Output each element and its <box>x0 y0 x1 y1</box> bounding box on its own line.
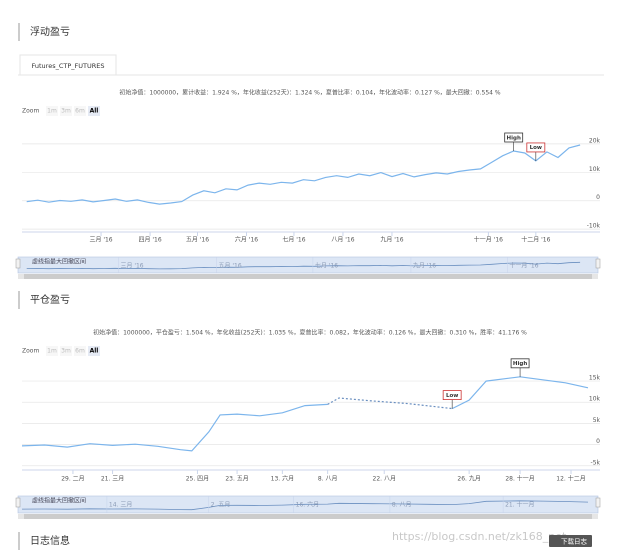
zoom-label: Zoom <box>22 348 39 355</box>
y-tick-label: 10k <box>589 166 601 173</box>
x-tick-label: 三月 '16 <box>89 237 112 244</box>
scrollbar-thumb[interactable] <box>24 274 592 279</box>
section-title: 日志信息 <box>30 534 70 547</box>
y-tick-label: -10k <box>587 223 601 230</box>
navigator-label: 虚线指最大回撤区间 <box>32 258 86 266</box>
navigator-handle[interactable] <box>595 258 601 269</box>
zoom-button-label[interactable]: 1m <box>47 108 57 115</box>
line <box>21 403 328 452</box>
x-tick-label: 23. 五月 <box>225 476 248 483</box>
zoom-button-label[interactable]: All <box>90 348 99 355</box>
zoom-button-label[interactable]: 1m <box>47 348 57 355</box>
flag-label: High <box>507 135 521 141</box>
y-tick-label: 0 <box>596 438 600 445</box>
x-tick-label: 25. 四月 <box>186 476 209 483</box>
zoom-button[interactable] <box>60 106 72 116</box>
x-tick-label: 26. 九月 <box>457 475 480 483</box>
x-tick-label: 九月 '16 <box>380 236 403 244</box>
zoom-button[interactable] <box>74 346 86 356</box>
navigator-tick-label: 七月 '16 <box>315 262 338 270</box>
title-bar <box>18 532 20 550</box>
flag-box <box>526 142 546 153</box>
x-tick-label: 四月 '16 <box>138 237 161 244</box>
y-tick-label: 15k <box>589 375 601 382</box>
x-tick-label: 29. 二月 <box>61 476 84 483</box>
y-tick-label: 20k <box>589 137 601 144</box>
tab-label[interactable]: Futures_CTP_FUTURES <box>32 62 105 70</box>
x-tick-label: 八月 '16 <box>331 237 354 244</box>
x-tick-label: 13. 六月 <box>271 475 294 483</box>
zoom-button[interactable] <box>88 106 100 116</box>
navigator-tick-label: 九月 '16 <box>413 262 436 270</box>
title-bar <box>18 23 20 41</box>
navigator-tick-label: 五月 '16 <box>218 263 241 270</box>
section-title: 浮动盈亏 <box>30 26 70 38</box>
y-tick-label: 10k <box>589 396 601 403</box>
navigator-tick-label: 21. 十一月 <box>505 501 534 509</box>
y-tick-label: 0 <box>596 194 600 201</box>
x-tick-label: 8. 八月 <box>318 476 338 483</box>
line <box>327 397 453 410</box>
navigator-tick-label: 十一月 '16 <box>509 262 538 270</box>
navigator-tick-label: 三月 '16 <box>120 263 143 270</box>
zoom-button[interactable] <box>60 346 72 356</box>
watermark: https://blog.csdn.net/zk168_net <box>392 530 567 543</box>
download-button[interactable] <box>549 535 592 547</box>
navigator-handle[interactable] <box>15 258 21 269</box>
zoom-button-label[interactable]: 6m <box>75 348 85 355</box>
line <box>451 376 589 410</box>
navigator-label: 虚线指最大回撤区间 <box>32 497 86 505</box>
stats: 初始净值：1000000，平仓盈亏：1.504 %，年化收益(252天)：1.0… <box>93 329 527 337</box>
x-tick-label: 21. 三月 <box>101 476 124 483</box>
flag-label: High <box>513 361 527 367</box>
flag-label: Low <box>446 393 458 399</box>
navigator-line <box>26 261 581 270</box>
navigator-tick-label: 2. 五月 <box>211 502 231 509</box>
x-tick-label: 22. 八月 <box>373 476 396 483</box>
y-tick-label: -5k <box>591 459 601 466</box>
navigator-line <box>21 500 589 511</box>
x-tick-label: 七月 '16 <box>282 236 305 244</box>
flag-box <box>510 358 530 369</box>
x-tick-label: 十一月 '16 <box>474 236 503 244</box>
title-bar <box>18 291 20 309</box>
x-tick-label: 12. 十二月 <box>556 475 585 483</box>
flag-label: Low <box>530 145 542 151</box>
flag-box <box>442 390 462 400</box>
download-button-label[interactable]: 下载日志 <box>561 537 588 546</box>
zoom-button-label[interactable]: 6m <box>75 108 85 115</box>
zoom-label: Zoom <box>22 108 39 115</box>
navigator-tick-label: 14. 三月 <box>109 502 132 509</box>
zoom-button-label[interactable]: 3m <box>61 108 71 115</box>
line <box>26 144 581 205</box>
zoom-button-label[interactable]: 3m <box>61 348 71 355</box>
section-title: 平仓盈亏 <box>30 293 70 306</box>
zoom-button[interactable] <box>46 346 58 356</box>
zoom-button-label[interactable]: All <box>90 108 99 115</box>
zoom-button[interactable] <box>46 106 58 116</box>
navigator-handle[interactable] <box>595 497 601 508</box>
navigator-handle[interactable] <box>15 497 21 508</box>
navigator-tick-label: 8. 八月 <box>392 502 412 509</box>
scrollbar-thumb[interactable] <box>24 514 592 519</box>
zoom-button[interactable] <box>74 106 86 116</box>
x-tick-label: 28. 十一月 <box>505 475 534 483</box>
tab[interactable] <box>19 54 117 76</box>
x-tick-label: 五月 '16 <box>186 237 209 244</box>
y-tick-label: 5k <box>593 417 601 424</box>
flag-box <box>504 132 524 143</box>
x-tick-label: 六月 '16 <box>235 236 258 244</box>
x-tick-label: 十二月 '16 <box>521 236 550 244</box>
stats: 初始净值：1000000，累计收益：1.924 %，年化收益(252天)：1.3… <box>119 89 500 97</box>
zoom-button[interactable] <box>88 346 100 356</box>
navigator-tick-label: 16. 六月 <box>296 501 319 509</box>
